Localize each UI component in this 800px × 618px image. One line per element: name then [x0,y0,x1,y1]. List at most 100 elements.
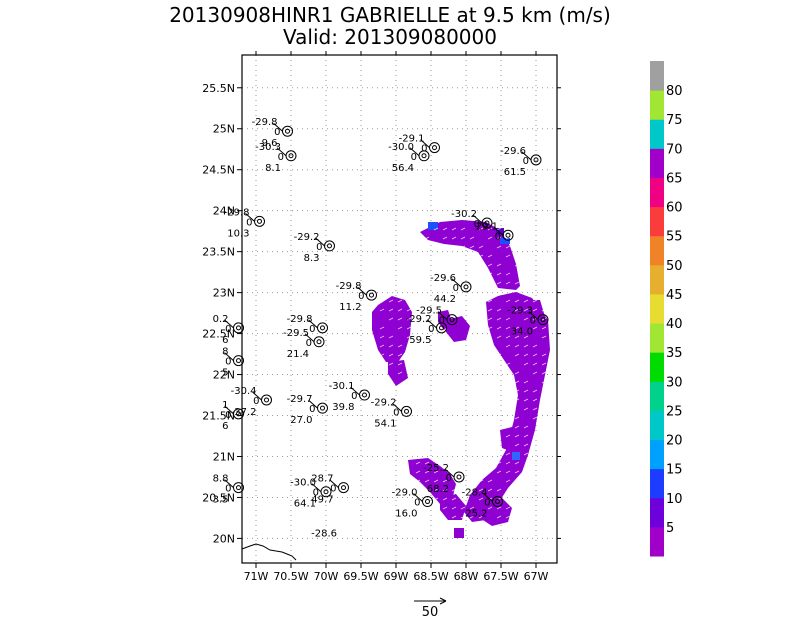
wind-vector [514,236,520,240]
station-temp: 28.7 [311,474,333,485]
station-value: 0 [414,498,420,509]
station-dot [449,317,455,323]
colorbar-swatch [650,177,664,208]
wind-vector [523,434,529,438]
colorbar-swatch [650,264,664,295]
wind-vector [541,335,547,339]
station-height: 34.0 [511,327,533,338]
colorbar-label: 75 [666,113,683,128]
wind-cell [388,360,408,386]
wind-vector [442,254,448,258]
wind-vector [505,506,511,510]
wind-cell [372,296,412,362]
wind-vector [541,497,547,501]
wind-vector [505,416,511,420]
station-value: 0 [393,407,399,418]
wind-vector [433,245,439,249]
wind-vector [523,299,529,303]
station-dot [264,397,269,403]
plot-frame [241,54,558,564]
station: -29.10 [399,134,440,155]
wind-vector [505,470,511,474]
wind-vector [523,425,529,429]
wind-vector [514,398,520,402]
wind-vector [541,398,547,402]
station-temp: -30.4 [231,386,257,397]
station: 8.803.5 [213,474,244,506]
wind-vector [496,308,502,312]
station-barb [420,139,430,148]
wind-vector [487,371,493,375]
wind-vector [505,479,511,483]
wind-vector [532,308,538,312]
station-barb [427,319,437,329]
wind-vector [541,326,547,330]
station-temp: -25.2 [423,463,449,474]
colorbar-swatch [650,61,664,91]
y-tick-label: 24N [213,205,235,218]
station-value: 0 [484,498,490,509]
station-height: 64.1 [294,499,316,510]
x-axis-ticks: 71W 70.5W 70W 69.5W 69W 68.5W 68W 67.5W 67W [244,51,549,583]
station-dot [236,325,241,331]
wind-cell [440,494,466,520]
wind-vector [415,506,421,510]
wind-vector [496,443,502,447]
wind-vector [514,506,520,510]
colorbar-swatch [650,526,664,557]
station-barb [528,311,539,321]
chart-title: 20130908HINR1 GABRIELLE at 9.5 km (m/s) [169,3,611,27]
station-height: 8.1 [265,163,281,174]
wind-vector [469,506,475,510]
wind-vector [532,434,538,438]
wind-vector [415,515,421,519]
station-barb [252,391,262,401]
station-dot [285,128,290,134]
wind-vector [505,407,511,411]
colorbar-swatch [650,235,664,266]
station-value: 0 [225,357,231,368]
wind-vector [496,245,502,249]
wind-vector [433,272,439,276]
station-height: 44.2 [434,294,456,305]
station-temp: 0.2 [213,314,229,325]
wind-vector [487,434,493,438]
wind-vector [532,416,538,420]
reference-vector: 50 [414,597,447,618]
wind-vector [451,461,457,465]
wind-vector [460,245,466,249]
station-value: 0 [474,219,480,230]
station-height: 39.8 [332,402,354,413]
wind-vector [505,326,511,330]
station-value: 0 [495,231,501,242]
y-tick-label: 22N [213,369,235,382]
x-tick-label: 68W [454,570,479,583]
wind-vector [469,236,475,240]
wind-vector [505,380,511,384]
station-barb [276,147,287,157]
x-tick-label: 70.5W [273,570,308,583]
y-tick-label: 21.5N [202,410,235,423]
wind-vector [505,254,511,258]
wind-vector [514,389,520,393]
colorbar-label: 65 [666,171,683,186]
wind-vector [523,389,529,393]
station-height: 56.4 [392,163,414,174]
wind-vector [523,344,529,348]
wind-vector [469,488,475,492]
wind-vector [397,362,403,366]
station-barb [472,214,483,224]
wind-vector [532,344,538,348]
wind-vector [433,227,439,231]
x-tick-label: 69.5W [343,570,378,583]
reference-vector-arrowhead [439,597,447,605]
station-height: 27.0 [290,415,312,426]
station-barb [245,212,255,222]
wind-vector [514,434,520,438]
colorbar-label: 40 [666,317,683,332]
wind-vector [406,308,412,312]
wind-vector [514,308,520,312]
wind-vector [397,344,403,348]
